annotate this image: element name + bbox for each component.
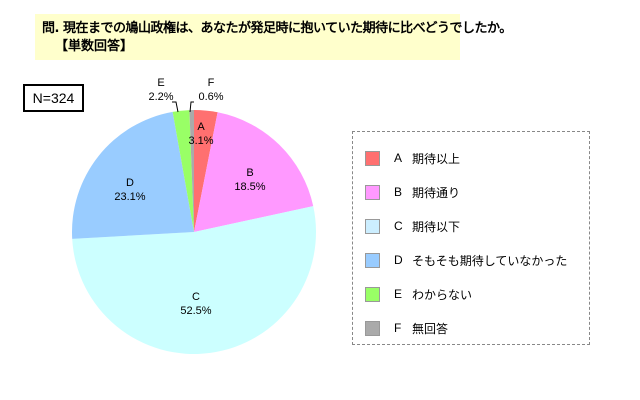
slice-label-e: E 2.2% <box>148 77 174 103</box>
slice-label-d: D 23.1% <box>114 177 146 203</box>
leader-line-e <box>172 101 179 113</box>
legend-item-d: D そもそも期待していなかった <box>365 252 567 268</box>
pie-slice-b <box>194 112 314 232</box>
legend-item-f: F 無回答 <box>365 320 448 336</box>
pie-slice-f <box>189 110 194 232</box>
question-title: 問. 現在までの鳩山政権は、あなたが発足時に抱いていた期待に比べどうでしたか。 <box>42 21 512 36</box>
question-title-box <box>35 14 460 60</box>
question-answer-type: 【単数回答】 <box>55 39 134 54</box>
slice-label-c: C 52.5% <box>180 291 212 317</box>
pie-slice-c <box>72 206 316 355</box>
pie-slice-e <box>172 110 194 232</box>
legend-item-e: E わからない <box>365 286 472 302</box>
legend-item-b: B 期待通り <box>365 184 460 200</box>
sample-size-box: N=324 <box>23 84 84 112</box>
pie-slice-d <box>71 111 194 239</box>
legend: A 期待以上 B 期待通り C 期待以下 D そもそも期待していなかった E わ… <box>352 131 590 345</box>
pie-slice-a <box>194 110 218 232</box>
legend-swatch-e <box>365 286 380 302</box>
legend-swatch-d <box>365 252 380 268</box>
slice-label-a: A 3.1% <box>188 121 214 147</box>
legend-item-c: C 期待以下 <box>365 218 460 234</box>
leader-line-f <box>189 101 194 113</box>
slice-label-b: B 18.5% <box>234 167 266 193</box>
legend-swatch-b <box>365 184 380 200</box>
slice-label-f: F 0.6% <box>198 77 224 103</box>
legend-swatch-f <box>365 320 380 336</box>
legend-swatch-a <box>365 150 380 166</box>
legend-item-a: A 期待以上 <box>365 150 460 166</box>
legend-swatch-c <box>365 218 380 234</box>
